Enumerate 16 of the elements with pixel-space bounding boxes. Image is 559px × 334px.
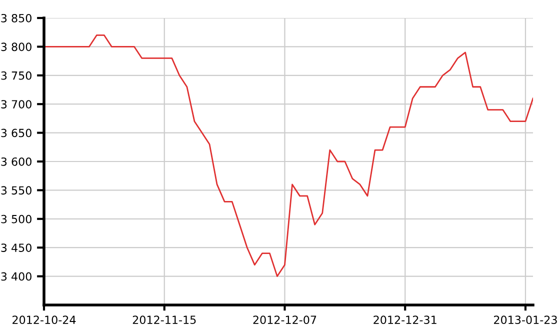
y-tick-label: 3 800: [1, 42, 32, 52]
y-tick-label: 3 650: [1, 128, 32, 138]
x-tick-label: 2012-12-31: [374, 316, 436, 324]
x-tick-label: 2012-10-24: [12, 316, 76, 324]
y-tick-label: 3 450: [1, 244, 32, 252]
y-tick-label: 3 700: [1, 100, 32, 108]
y-tick-label: 3 550: [1, 186, 32, 195]
line-series: [44, 34, 533, 277]
x-tick-label: 2012-12-07: [253, 316, 316, 324]
y-tick-label: 3 500: [1, 214, 32, 224]
y-tick-label: 3 600: [1, 157, 32, 166]
x-tick-label: 2012-11-15: [132, 316, 196, 324]
x-tick-label: 2013-01-23: [494, 316, 557, 324]
y-tick-label: 3 400: [1, 272, 32, 281]
y-tick-label: 3 850: [1, 14, 32, 22]
y-tick-label: 3 750: [1, 71, 32, 80]
